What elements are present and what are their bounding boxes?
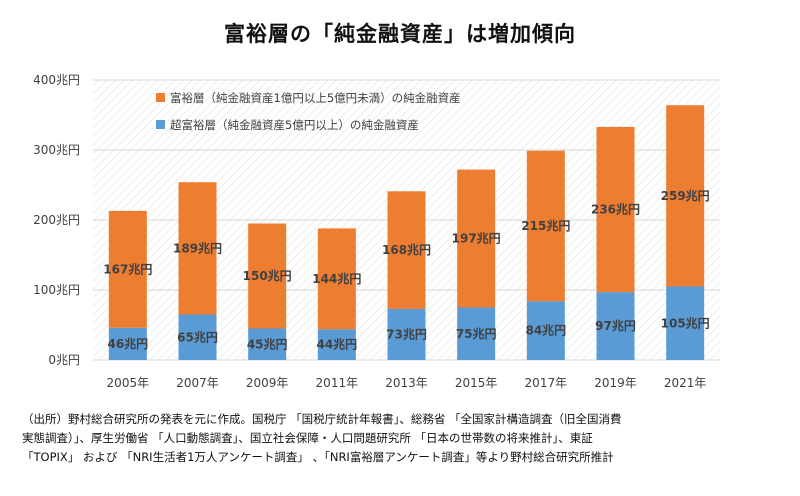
bar-wealthy [248,223,287,329]
bar-wealthy [457,169,496,308]
bars: 46兆円 167兆円 65兆円 189兆円 45兆円 150兆円 44兆円 144兆円 73兆円… [103,105,710,360]
data-label: 75兆円 [456,326,497,341]
bar-ultra-wealthy [457,307,496,360]
x-tick-label: 2017年 [525,376,568,390]
x-tick-label: 2021年 [664,376,707,390]
bar-wealthy [108,210,147,328]
legend-swatch [156,93,165,102]
bar-ultra-wealthy [178,314,217,360]
data-label: 65兆円 [177,329,218,344]
x-tick-label: 2015年 [455,376,498,390]
x-axis-labels: 2005年 2007年 2009年 2011年 2013年 2015年 2017年 2019年… [107,376,707,390]
y-tick-label: 400兆円 [33,73,80,87]
bar-ultra-wealthy [248,328,287,360]
y-tick-label: 0兆円 [48,353,80,367]
chart-title: 富裕層の「純金融資産」は増加傾向 [224,22,576,46]
x-tick-label: 2009年 [246,376,289,390]
bar-ultra-wealthy [666,286,705,360]
bar-ultra-wealthy [526,301,565,360]
source-note: （出所）野村総合研究所の発表を元に作成。国税庁 「国税庁統計年報書」、総務省 「… [22,412,622,464]
data-label: 150兆円 [243,268,292,283]
data-label: 189兆円 [173,240,222,255]
x-tick-label: 2011年 [316,376,359,390]
y-tick-label: 300兆円 [33,143,80,157]
data-label: 236兆円 [591,202,640,217]
data-label: 197兆円 [452,231,501,246]
bar-wealthy [178,182,217,315]
legend-swatch [156,120,165,129]
data-label: 215兆円 [521,218,570,233]
legend-label: 富裕層（純金融資産1億円以上5億円未満）の純金融資産 [170,91,461,105]
data-label: 144兆円 [312,271,361,286]
data-label: 168兆円 [382,242,431,257]
data-label: 105兆円 [661,315,710,330]
data-label: 97兆円 [595,318,636,333]
bar-ultra-wealthy [387,308,426,360]
data-label: 46兆円 [107,336,148,351]
x-tick-label: 2005年 [107,376,150,390]
bar-ultra-wealthy [596,292,635,360]
y-axis-labels: 0兆円 100兆円 200兆円 300兆円 400兆円 [33,73,80,367]
data-label: 73兆円 [386,326,427,341]
data-label: 167兆円 [103,261,152,276]
x-tick-label: 2007年 [176,376,219,390]
bar-wealthy [526,150,565,302]
bar-wealthy [596,126,635,293]
data-label: 84兆円 [525,323,566,338]
stacked-bar-chart: 46兆円 167兆円 65兆円 189兆円 45兆円 150兆円 44兆円 144兆円 73兆円… [33,73,720,390]
bar-ultra-wealthy [108,327,147,360]
x-tick-label: 2019年 [594,376,637,390]
data-label: 259兆円 [661,188,710,203]
x-tick-label: 2013年 [385,376,428,390]
y-tick-label: 100兆円 [33,283,80,297]
data-label: 45兆円 [247,336,288,351]
bar-wealthy [317,228,356,330]
y-tick-label: 200兆円 [33,213,80,227]
data-label: 44兆円 [316,337,357,352]
bar-wealthy [666,105,705,287]
legend: 富裕層（純金融資産1億円以上5億円未満）の純金融資産超富裕層（純金融資産5億円以… [156,91,461,132]
bar-ultra-wealthy [317,329,356,360]
bar-wealthy [387,191,426,309]
legend-label: 超富裕層（純金融資産5億円以上）の純金融資産 [170,118,419,132]
